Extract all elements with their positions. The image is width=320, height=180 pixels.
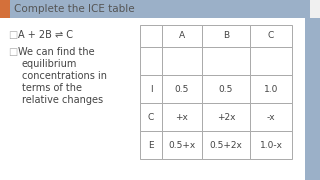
Bar	[250, 131, 292, 159]
Bar	[162, 75, 202, 103]
Bar	[0, 0, 10, 18]
Text: We can find the: We can find the	[18, 47, 95, 57]
Text: I: I	[150, 84, 152, 93]
Text: +2x: +2x	[217, 112, 235, 122]
Text: E: E	[148, 141, 154, 150]
Bar	[250, 103, 292, 131]
Bar	[162, 103, 202, 131]
Text: C: C	[148, 112, 154, 122]
Text: A + 2B ⇌ C: A + 2B ⇌ C	[18, 30, 73, 40]
Bar	[202, 25, 250, 47]
Bar	[305, 18, 320, 180]
Bar	[140, 131, 162, 159]
Bar	[250, 25, 292, 47]
Text: 0.5: 0.5	[219, 84, 233, 93]
Text: Complete the ICE table: Complete the ICE table	[14, 4, 135, 14]
Text: -x: -x	[267, 112, 275, 122]
Text: 0.5+x: 0.5+x	[168, 141, 196, 150]
Bar	[140, 25, 162, 47]
Bar	[250, 75, 292, 103]
Bar	[140, 103, 162, 131]
Text: terms of the: terms of the	[22, 83, 82, 93]
Bar	[202, 131, 250, 159]
Text: A: A	[179, 31, 185, 40]
Text: equilibrium: equilibrium	[22, 59, 77, 69]
Text: C: C	[268, 31, 274, 40]
Text: relative changes: relative changes	[22, 95, 103, 105]
Text: 0.5+2x: 0.5+2x	[210, 141, 243, 150]
Text: 1.0: 1.0	[264, 84, 278, 93]
Bar	[162, 47, 202, 75]
Text: B: B	[223, 31, 229, 40]
Text: concentrations in: concentrations in	[22, 71, 107, 81]
Bar	[140, 47, 162, 75]
Text: 0.5: 0.5	[175, 84, 189, 93]
Bar	[162, 131, 202, 159]
Bar	[140, 75, 162, 103]
Text: +x: +x	[176, 112, 188, 122]
Bar	[202, 75, 250, 103]
Bar	[250, 47, 292, 75]
Text: 1.0-x: 1.0-x	[260, 141, 283, 150]
Bar	[162, 25, 202, 47]
Bar	[202, 103, 250, 131]
Bar	[10, 0, 310, 18]
Text: □: □	[8, 30, 17, 40]
Bar	[202, 47, 250, 75]
Text: □: □	[8, 47, 17, 57]
